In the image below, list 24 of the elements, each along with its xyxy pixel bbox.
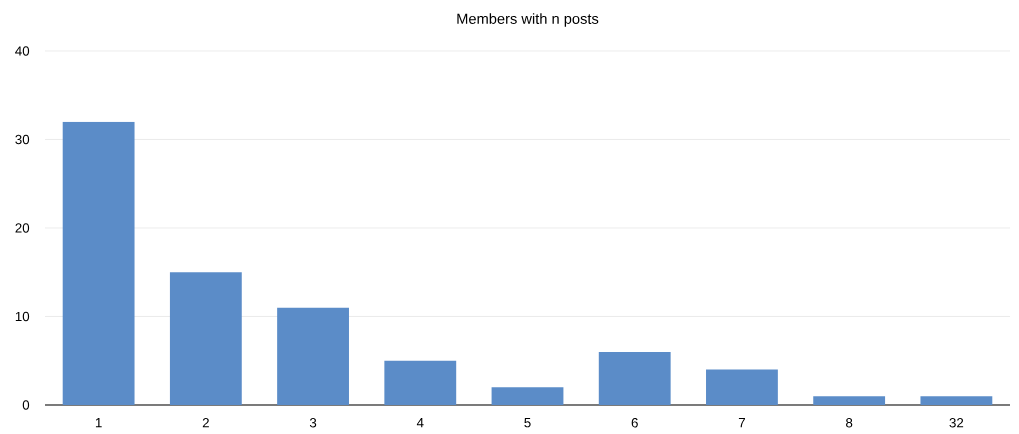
- x-tick-label: 6: [631, 418, 638, 428]
- x-tick-label: 3: [309, 418, 317, 428]
- y-tick-label: 10: [15, 311, 30, 322]
- x-tick-label: 8: [846, 418, 853, 428]
- y-tick-label: 20: [15, 223, 30, 233]
- bar: [920, 396, 993, 405]
- y-tick-label: 30: [15, 134, 30, 145]
- bar: [169, 272, 242, 405]
- x-tick-label: 1: [95, 418, 102, 428]
- bar: [598, 351, 671, 405]
- y-tick-label: 40: [15, 46, 30, 56]
- bar: [491, 387, 564, 405]
- chart-title: Members with n posts: [457, 13, 599, 27]
- x-tick-label: 7: [738, 418, 745, 428]
- x-tick-label: 4: [416, 418, 424, 428]
- bar: [62, 121, 135, 405]
- bar: [813, 396, 886, 405]
- x-tick-label: 32: [949, 418, 964, 428]
- bar: [706, 369, 778, 405]
- x-tick-label: 5: [524, 418, 531, 428]
- x-tick-label: 2: [202, 418, 209, 428]
- bar: [384, 360, 457, 405]
- y-tick-label: 0: [22, 400, 30, 410]
- bar: [277, 307, 349, 405]
